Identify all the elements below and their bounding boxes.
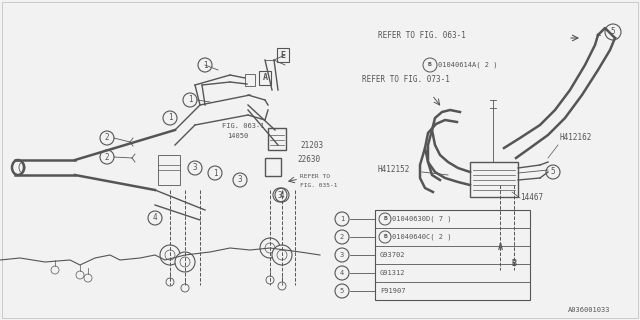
- Text: 14467: 14467: [520, 193, 543, 202]
- Circle shape: [272, 245, 292, 265]
- Circle shape: [260, 238, 280, 258]
- Text: H412162: H412162: [560, 133, 593, 142]
- Text: REFER TO FIG. 073-1: REFER TO FIG. 073-1: [362, 75, 450, 84]
- Text: A: A: [262, 74, 268, 83]
- Text: REFER TO: REFER TO: [300, 174, 330, 179]
- Text: 2: 2: [105, 133, 109, 142]
- Bar: [259, 71, 271, 85]
- Text: REFER TO FIG. 063-1: REFER TO FIG. 063-1: [378, 31, 466, 40]
- Text: G93702: G93702: [380, 252, 406, 258]
- Text: 2: 2: [340, 234, 344, 240]
- Text: 01040614A( 2 ): 01040614A( 2 ): [438, 62, 497, 68]
- Text: G91312: G91312: [380, 270, 406, 276]
- Text: 2: 2: [105, 153, 109, 162]
- Text: 4: 4: [340, 270, 344, 276]
- Text: 1: 1: [340, 216, 344, 222]
- Text: B: B: [383, 235, 387, 239]
- Text: 01040630D( 7 ): 01040630D( 7 ): [392, 216, 451, 222]
- Text: 01040640C( 2 ): 01040640C( 2 ): [392, 234, 451, 240]
- Text: 1: 1: [212, 169, 218, 178]
- Text: 3: 3: [340, 252, 344, 258]
- Bar: [268, 128, 286, 150]
- Text: 3: 3: [237, 175, 243, 185]
- Text: 5: 5: [550, 167, 556, 177]
- Bar: [508, 256, 520, 270]
- Text: 3: 3: [278, 190, 282, 199]
- Text: FIG. 035-1: FIG. 035-1: [300, 183, 337, 188]
- Text: 1: 1: [188, 95, 192, 105]
- Text: H412152: H412152: [378, 165, 410, 174]
- Text: B: B: [383, 217, 387, 221]
- Text: 3: 3: [193, 164, 197, 172]
- Text: B: B: [511, 259, 516, 268]
- Circle shape: [160, 245, 180, 265]
- Bar: [265, 158, 281, 176]
- Text: FIG. 063-1: FIG. 063-1: [222, 123, 264, 129]
- Bar: [245, 74, 255, 86]
- Text: A036001033: A036001033: [568, 307, 610, 313]
- Text: 14050: 14050: [227, 133, 248, 139]
- Text: A: A: [497, 244, 502, 252]
- Bar: [375, 210, 530, 300]
- Text: 1: 1: [203, 60, 207, 69]
- Text: F91907: F91907: [380, 288, 406, 294]
- Bar: [470, 162, 518, 197]
- Text: 1: 1: [168, 114, 172, 123]
- Text: 4: 4: [153, 213, 157, 222]
- Text: E: E: [280, 51, 285, 60]
- Text: 4: 4: [280, 190, 284, 199]
- Text: 5: 5: [340, 288, 344, 294]
- Text: 21203: 21203: [300, 141, 323, 150]
- Bar: [277, 48, 289, 62]
- Circle shape: [175, 252, 195, 272]
- Text: 22630: 22630: [297, 155, 320, 164]
- Bar: [158, 155, 180, 185]
- Text: 5: 5: [611, 28, 615, 36]
- Text: B: B: [428, 62, 432, 68]
- Bar: [494, 241, 506, 255]
